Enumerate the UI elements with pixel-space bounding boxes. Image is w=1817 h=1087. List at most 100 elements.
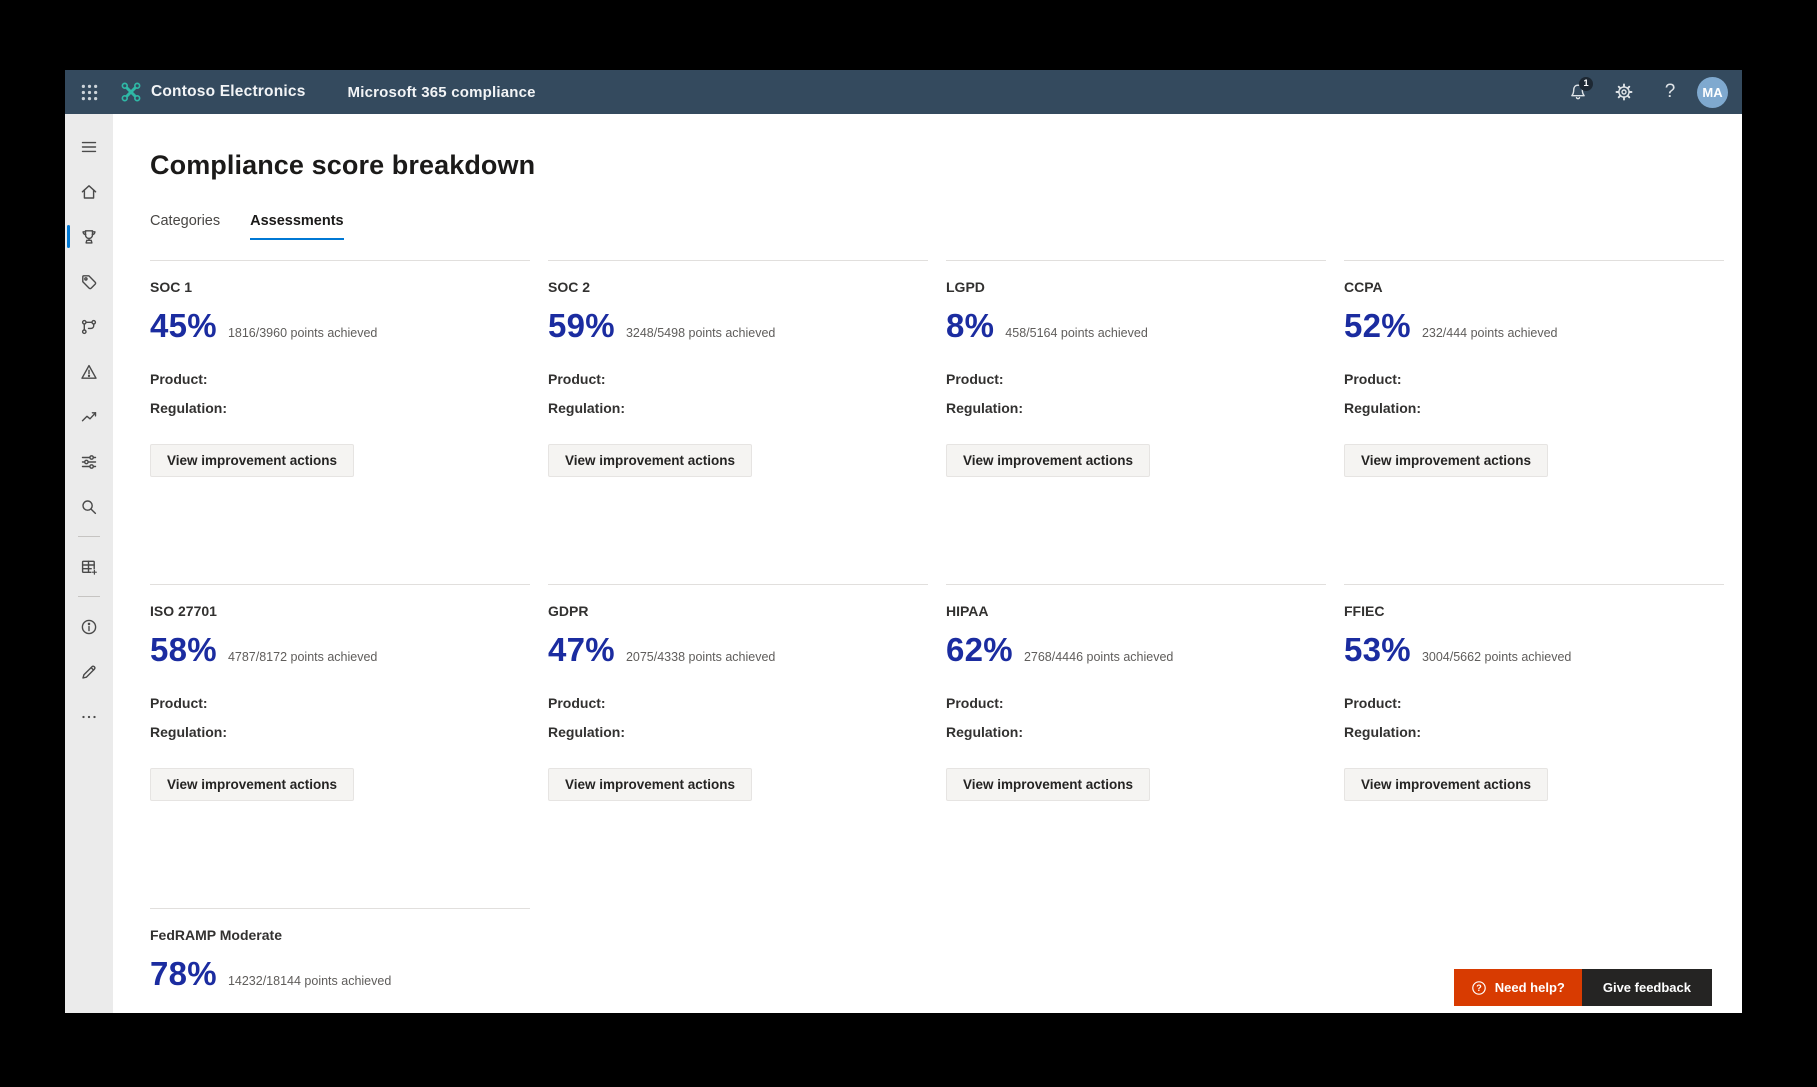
regulation-label: Regulation: bbox=[548, 400, 625, 416]
view-improvement-actions-button[interactable]: View improvement actions bbox=[946, 444, 1151, 477]
score-row: 52% 232/444 points achieved bbox=[1344, 307, 1724, 345]
score-row: 59% 3248/5498 points achieved bbox=[548, 307, 928, 345]
help-button[interactable]: ? bbox=[1651, 70, 1689, 114]
view-improvement-actions-button[interactable]: View improvement actions bbox=[548, 768, 753, 801]
sidebar-item-search[interactable] bbox=[65, 484, 113, 529]
left-nav bbox=[65, 114, 113, 1013]
notifications-button[interactable]: 1 bbox=[1559, 70, 1597, 114]
feedback-bar: ? Need help? Give feedback bbox=[1453, 969, 1712, 1006]
points-achieved: 4787/8172 points achieved bbox=[227, 650, 378, 664]
assessment-name: SOC 2 bbox=[548, 279, 591, 295]
nav-collapse-button[interactable] bbox=[65, 124, 113, 169]
home-icon bbox=[81, 184, 97, 199]
product-label: Product: bbox=[946, 371, 1004, 387]
help-circle-icon: ? bbox=[1471, 980, 1486, 995]
regulation-label: Regulation: bbox=[946, 724, 1023, 740]
assessment-name: FedRAMP Moderate bbox=[150, 927, 282, 943]
settings-button[interactable] bbox=[1605, 70, 1643, 114]
tab-categories[interactable]: Categories bbox=[150, 213, 221, 229]
product-label: Product: bbox=[150, 371, 208, 387]
info-icon bbox=[81, 619, 97, 634]
score-row: 45% 1816/3960 points achieved bbox=[150, 307, 530, 345]
menu-icon bbox=[81, 141, 97, 152]
need-help-button[interactable]: ? Need help? bbox=[1453, 969, 1582, 1006]
main-content: Compliance score breakdown Categories As… bbox=[113, 114, 1742, 1013]
grid-add-icon bbox=[81, 560, 98, 575]
regulation-label: Regulation: bbox=[150, 400, 227, 416]
search-icon bbox=[82, 499, 97, 514]
assessment-name: FFIEC bbox=[1344, 603, 1385, 619]
sidebar-item-data-connectors[interactable] bbox=[65, 304, 113, 349]
score-percent: 59% bbox=[548, 307, 615, 344]
sidebar-item-reports[interactable] bbox=[65, 394, 113, 439]
topbar-actions: 1 ? MA bbox=[1559, 70, 1742, 114]
score-percent: 53% bbox=[1344, 631, 1411, 668]
sidebar-item-classification[interactable] bbox=[65, 259, 113, 304]
tag-icon bbox=[82, 274, 97, 289]
view-improvement-actions-button[interactable]: View improvement actions bbox=[1344, 444, 1549, 477]
view-improvement-actions-button[interactable]: View improvement actions bbox=[1344, 768, 1549, 801]
points-achieved: 2075/4338 points achieved bbox=[625, 650, 776, 664]
assessment-name: SOC 1 bbox=[150, 279, 193, 295]
sidebar-item-more[interactable] bbox=[65, 694, 113, 739]
notification-badge: 1 bbox=[1579, 77, 1593, 91]
score-percent: 45% bbox=[150, 307, 217, 344]
svg-text:?: ? bbox=[1476, 983, 1482, 993]
points-achieved: 458/5164 points achieved bbox=[1005, 326, 1148, 340]
score-row: 78% 14232/18144 points achieved bbox=[150, 955, 530, 993]
sidebar-item-compliance-score[interactable] bbox=[65, 214, 113, 259]
score-percent: 47% bbox=[548, 631, 615, 668]
view-improvement-actions-button[interactable]: View improvement actions bbox=[946, 768, 1151, 801]
assessment-name: HIPAA bbox=[946, 603, 989, 619]
sidebar-item-alerts[interactable] bbox=[65, 349, 113, 394]
regulation-label: Regulation: bbox=[1344, 400, 1421, 416]
points-achieved: 3004/5662 points achieved bbox=[1421, 650, 1572, 664]
view-improvement-actions-button[interactable]: View improvement actions bbox=[548, 444, 753, 477]
product-label: Product: bbox=[946, 695, 1004, 711]
assessment-name: CCPA bbox=[1344, 279, 1383, 295]
tab-bar: Categories Assessments bbox=[150, 213, 1742, 240]
help-icon: ? bbox=[1664, 81, 1676, 102]
score-percent: 52% bbox=[1344, 307, 1411, 344]
regulation-label: Regulation: bbox=[1344, 724, 1421, 740]
score-row: 8% 458/5164 points achieved bbox=[946, 307, 1326, 345]
app-title: Microsoft 365 compliance bbox=[347, 83, 536, 101]
warning-triangle-icon bbox=[81, 364, 97, 379]
points-achieved: 1816/3960 points achieved bbox=[227, 326, 378, 340]
assessment-card: CCPA 52% 232/444 points achieved Product… bbox=[1344, 260, 1724, 584]
sidebar-item-policies[interactable] bbox=[65, 439, 113, 484]
app-launcher-button[interactable] bbox=[65, 70, 113, 114]
score-percent: 8% bbox=[946, 307, 995, 344]
points-achieved: 2768/4446 points achieved bbox=[1023, 650, 1174, 664]
trophy-icon bbox=[82, 229, 96, 244]
assessment-card: LGPD 8% 458/5164 points achieved Product… bbox=[946, 260, 1326, 584]
view-improvement-actions-button[interactable]: View improvement actions bbox=[150, 768, 355, 801]
assessment-card: SOC 2 59% 3248/5498 points achieved Prod… bbox=[548, 260, 928, 584]
sidebar-item-add-widget[interactable] bbox=[65, 544, 113, 589]
sidebar-item-edit[interactable] bbox=[65, 649, 113, 694]
account-avatar[interactable]: MA bbox=[1697, 76, 1728, 108]
brand: Contoso Electronics bbox=[120, 81, 306, 103]
sliders-icon bbox=[81, 454, 97, 469]
points-achieved: 3248/5498 points achieved bbox=[625, 326, 776, 340]
sidebar-divider bbox=[78, 596, 100, 597]
give-feedback-button[interactable]: Give feedback bbox=[1581, 969, 1712, 1006]
sidebar-item-info[interactable] bbox=[65, 604, 113, 649]
score-row: 58% 4787/8172 points achieved bbox=[150, 631, 530, 669]
score-row: 53% 3004/5662 points achieved bbox=[1344, 631, 1724, 669]
score-percent: 78% bbox=[150, 955, 217, 992]
assessment-card: FFIEC 53% 3004/5662 points achieved Prod… bbox=[1344, 584, 1724, 908]
product-label: Product: bbox=[1344, 371, 1402, 387]
assessment-card: HIPAA 62% 2768/4446 points achieved Prod… bbox=[946, 584, 1326, 908]
assessments-grid: SOC 1 45% 1816/3960 points achieved Prod… bbox=[150, 260, 1742, 1013]
org-branch-icon bbox=[81, 319, 97, 334]
score-percent: 62% bbox=[946, 631, 1013, 668]
pencil-icon bbox=[82, 665, 96, 679]
top-bar: Contoso Electronics Microsoft 365 compli… bbox=[65, 70, 1742, 114]
points-achieved: 232/444 points achieved bbox=[1421, 326, 1558, 340]
regulation-label: Regulation: bbox=[150, 724, 227, 740]
sidebar-item-home[interactable] bbox=[65, 169, 113, 214]
score-row: 47% 2075/4338 points achieved bbox=[548, 631, 928, 669]
view-improvement-actions-button[interactable]: View improvement actions bbox=[150, 444, 355, 477]
tab-assessments[interactable]: Assessments bbox=[250, 213, 344, 240]
